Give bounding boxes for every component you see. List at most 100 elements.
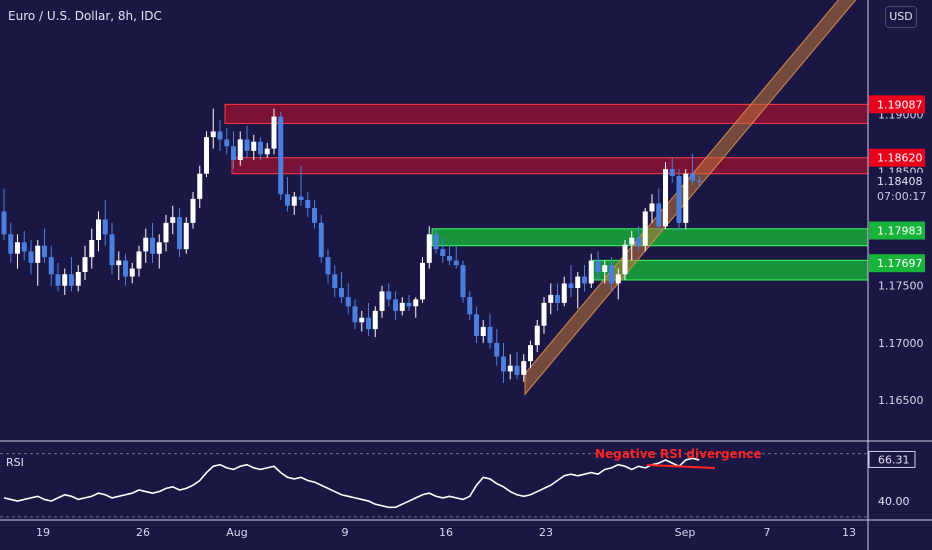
candle-body bbox=[89, 240, 95, 258]
candle-body bbox=[345, 297, 351, 307]
candle-body bbox=[494, 342, 500, 357]
candle-body bbox=[501, 356, 506, 372]
chart-title: Euro / U.S. Dollar, 8h, IDC bbox=[8, 9, 162, 23]
candle-body bbox=[82, 257, 88, 272]
time-tick: 9 bbox=[342, 526, 349, 539]
candle-body bbox=[690, 173, 695, 181]
candle-body bbox=[129, 268, 135, 277]
current-price-label: 1.18408 bbox=[877, 175, 923, 188]
candle-body bbox=[298, 196, 304, 200]
candle-body bbox=[622, 244, 628, 275]
candle-body bbox=[69, 274, 74, 286]
candle-body bbox=[291, 196, 297, 206]
candle-body bbox=[42, 245, 47, 258]
rsi-value-bg bbox=[868, 450, 916, 468]
candle-body bbox=[102, 219, 108, 235]
candle-body bbox=[217, 131, 223, 140]
candle-body bbox=[264, 148, 270, 155]
candle-body bbox=[312, 208, 317, 223]
candle-body bbox=[96, 219, 101, 240]
candle-body bbox=[136, 251, 142, 269]
candle-body bbox=[15, 242, 20, 254]
candle-body bbox=[163, 222, 169, 243]
candle-body bbox=[359, 317, 365, 323]
candle-body bbox=[170, 217, 176, 223]
candle-body bbox=[352, 306, 358, 323]
time-tick: 13 bbox=[842, 526, 856, 539]
candle-body bbox=[1, 211, 7, 235]
candle-body bbox=[609, 265, 614, 284]
candle-body bbox=[534, 325, 540, 346]
candle-body bbox=[629, 237, 635, 245]
candle-body bbox=[683, 173, 689, 223]
candle-body bbox=[210, 131, 216, 138]
candle-body bbox=[251, 141, 257, 151]
time-tick: 23 bbox=[539, 526, 553, 539]
candle-body bbox=[109, 234, 115, 266]
candle-body bbox=[528, 345, 533, 362]
candle-body bbox=[271, 116, 277, 149]
candle-body bbox=[696, 180, 702, 182]
level-label: 1.17983 bbox=[877, 225, 923, 238]
candle-body bbox=[143, 237, 149, 252]
candle-body bbox=[433, 234, 439, 250]
candle-body bbox=[35, 245, 41, 263]
resistance-zone-1 bbox=[231, 157, 869, 175]
level-label: 1.19087 bbox=[877, 98, 923, 111]
candle-body bbox=[116, 260, 122, 266]
candle-body bbox=[480, 326, 486, 336]
candle-body bbox=[663, 169, 668, 227]
candle-body bbox=[669, 169, 675, 176]
divergence-annotation: Negative RSI divergence bbox=[595, 447, 762, 461]
candle-body bbox=[595, 260, 601, 272]
candle-body bbox=[318, 222, 324, 258]
candle-body bbox=[615, 274, 621, 284]
candle-body bbox=[55, 274, 61, 286]
candle-body bbox=[568, 283, 574, 288]
candle-body bbox=[28, 251, 34, 263]
rsi-line bbox=[3, 457, 700, 509]
candle-body bbox=[399, 302, 405, 311]
candle-body bbox=[285, 194, 290, 206]
candle-body bbox=[62, 274, 68, 286]
candle-body bbox=[75, 272, 81, 286]
candle-body bbox=[453, 260, 459, 266]
candle-body bbox=[278, 116, 284, 195]
candle-body bbox=[656, 203, 662, 227]
candle-body bbox=[541, 302, 547, 326]
candle-body bbox=[507, 365, 513, 372]
price-tick: 1.17000 bbox=[878, 337, 924, 350]
candle-body bbox=[649, 203, 655, 212]
level-label: 1.18620 bbox=[877, 152, 923, 165]
time-tick: 16 bbox=[439, 526, 453, 539]
level-label-bg bbox=[869, 221, 925, 240]
candle-body bbox=[325, 257, 331, 275]
current-price-bg bbox=[869, 172, 925, 205]
candle-body bbox=[555, 294, 560, 303]
time-tick: Aug bbox=[226, 526, 247, 539]
rising-channel bbox=[524, 0, 857, 396]
candle-body bbox=[258, 141, 263, 155]
candle-body bbox=[582, 276, 587, 284]
price-axis-labels: 1.190001.185001.175001.170001.165001.190… bbox=[868, 95, 926, 508]
candle-body bbox=[575, 276, 581, 288]
resistance-zone-0 bbox=[224, 103, 869, 124]
candle-body bbox=[474, 314, 479, 336]
candlesticks bbox=[1, 108, 702, 383]
rsi-label: RSI bbox=[6, 456, 24, 469]
candle-body bbox=[602, 265, 608, 272]
candle-body bbox=[372, 310, 378, 330]
candle-body bbox=[440, 249, 446, 256]
time-tick: 7 bbox=[764, 526, 771, 539]
candle-body bbox=[548, 294, 554, 303]
channel-band bbox=[524, 0, 857, 396]
currency-button[interactable]: USD bbox=[885, 6, 917, 28]
candle-body bbox=[366, 317, 371, 330]
candle-body bbox=[393, 299, 398, 311]
candle-body bbox=[561, 283, 567, 303]
candle-body bbox=[197, 173, 203, 199]
time-tick: Sep bbox=[675, 526, 696, 539]
candle-body bbox=[426, 234, 432, 263]
candle-body bbox=[48, 257, 54, 275]
